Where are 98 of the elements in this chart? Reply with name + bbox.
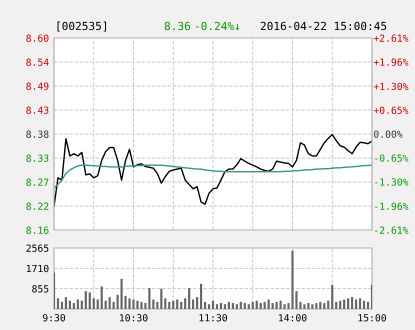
bar <box>116 294 119 309</box>
bar <box>307 303 310 309</box>
bar <box>268 299 270 309</box>
y-tick-label: 1710 <box>26 264 49 272</box>
y-tick-label: 8.22 <box>26 202 48 210</box>
bar <box>76 299 79 309</box>
bar <box>64 297 68 309</box>
bar <box>132 299 135 309</box>
bar <box>152 299 154 309</box>
bar <box>311 304 314 309</box>
text: 2016-04-22 15:00:45 <box>260 22 386 30</box>
bar <box>315 303 318 309</box>
bar <box>351 297 354 309</box>
y-tick-label: 8.16 <box>26 226 49 234</box>
bar <box>323 303 326 309</box>
bar <box>200 284 202 309</box>
bar <box>68 300 71 309</box>
x-tick-label: 11:30 <box>200 314 228 322</box>
bar <box>180 302 182 309</box>
bar <box>283 304 286 309</box>
bar <box>168 302 170 309</box>
bar <box>100 286 103 309</box>
bar <box>208 304 210 309</box>
y2-tick-label: -1.30% <box>375 178 408 186</box>
bar <box>220 303 222 309</box>
y2-tick-label: -2.61% <box>375 226 408 234</box>
bar <box>196 297 198 309</box>
bar <box>192 299 194 309</box>
bar <box>148 288 150 309</box>
y-tick-label: 8.60 <box>26 34 49 42</box>
y2-tick-label: +1.96% <box>374 58 408 66</box>
bar <box>276 302 278 309</box>
y-tick-label: 8.54 <box>26 58 49 66</box>
x-tick-label: 9:30 <box>42 314 66 322</box>
y-tick-label: 8.38 <box>26 130 49 138</box>
bar <box>204 302 206 309</box>
bar <box>299 302 302 309</box>
bar <box>216 304 218 309</box>
bar <box>355 299 358 309</box>
bar <box>236 304 238 309</box>
bar <box>248 304 250 309</box>
bar <box>120 278 123 309</box>
line-series <box>54 134 372 208</box>
y2-tick-label: -0.65% <box>375 154 408 162</box>
line-series <box>54 164 372 189</box>
x-tick-label: 10:30 <box>120 314 148 322</box>
bar <box>124 296 127 309</box>
bar <box>287 303 290 309</box>
y-tick-label: 8.49 <box>26 82 48 90</box>
bar <box>212 300 214 309</box>
bar <box>256 300 258 309</box>
bar <box>339 300 342 309</box>
bar <box>108 297 111 309</box>
bar <box>88 292 91 309</box>
bar <box>264 302 266 309</box>
bar <box>72 303 75 309</box>
bar <box>244 303 246 309</box>
bar <box>228 302 230 309</box>
bar <box>188 288 190 309</box>
bar <box>84 291 87 309</box>
y-tick-label: 8.33 <box>26 154 48 162</box>
bar <box>140 302 143 309</box>
x-tick-label: 14:00 <box>279 314 307 322</box>
bar <box>366 302 370 309</box>
bar <box>240 302 242 309</box>
bar <box>279 300 282 309</box>
y2-tick-label: -1.96% <box>375 202 408 210</box>
bar <box>176 299 178 309</box>
bar <box>136 300 139 309</box>
y2-tick-label: +1.30% <box>374 82 408 90</box>
bar <box>224 304 226 309</box>
bar <box>260 303 262 309</box>
bar <box>252 302 254 309</box>
bar <box>144 303 147 309</box>
y-tick-label: 8.43 <box>26 106 48 114</box>
y2-tick-label: 0.00% <box>374 130 402 138</box>
y-tick-label: 8.27 <box>26 178 48 186</box>
y2-tick-label: +2.61% <box>374 34 408 42</box>
bar <box>319 302 322 309</box>
text: 8.36 <box>164 22 190 30</box>
bar <box>232 303 234 309</box>
x-tick-label: 15:00 <box>358 314 386 322</box>
bar <box>172 300 174 309</box>
bar <box>295 291 298 309</box>
chart-title: [002535] <box>58 22 106 32</box>
bar <box>60 302 64 309</box>
y2-tick-label: +0.65% <box>374 106 408 114</box>
bar <box>112 302 115 309</box>
bar <box>272 303 274 309</box>
bar <box>291 250 294 309</box>
bar <box>362 300 366 309</box>
bar <box>160 288 162 309</box>
y-tick-label: 855 <box>32 285 48 293</box>
y-tick-label: 2565 <box>26 244 48 252</box>
text: -0.24%↓ <box>196 22 240 30</box>
bar <box>343 299 346 309</box>
bar <box>331 284 334 309</box>
bar <box>303 304 306 309</box>
